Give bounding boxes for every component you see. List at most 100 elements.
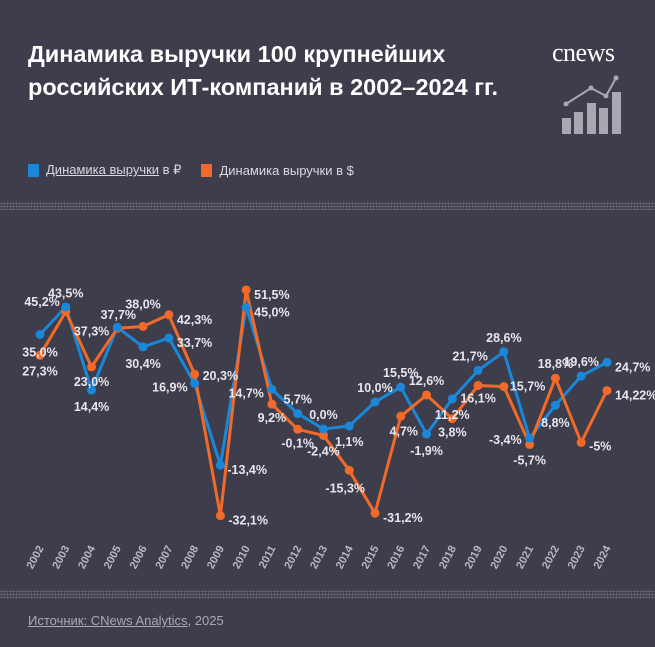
rub-data-label: 11,2% — [435, 408, 470, 422]
rub-data-point — [215, 460, 225, 470]
rub-data-label: 19,6% — [563, 355, 598, 369]
rub-data-point — [525, 433, 535, 443]
legend-swatch-blue — [28, 163, 39, 177]
rub-data-point — [473, 365, 483, 375]
usd-data-label: 12,6% — [409, 374, 444, 388]
x-tick-label: 2005 — [102, 544, 124, 571]
legend-label-usd: Динамика выручки в $ — [219, 162, 354, 178]
rub-data-label: 21,7% — [452, 349, 487, 363]
usd-data-label: 3,8% — [438, 426, 467, 440]
rub-data-point — [61, 302, 71, 312]
rub-data-label: 24,7% — [615, 360, 650, 374]
usd-data-label: 43,5% — [48, 287, 83, 301]
chart-legend: Динамика выручки в ₽ Динамика выручки в … — [28, 162, 354, 178]
usd-data-label: 15,7% — [510, 380, 545, 394]
rub-data-point — [87, 385, 97, 395]
usd-data-point — [190, 369, 200, 379]
rub-data-point — [447, 394, 457, 404]
usd-data-label: 14,22% — [615, 389, 655, 403]
x-tick-label: 2023 — [566, 544, 588, 571]
usd-data-point — [164, 310, 174, 320]
x-tick-label: 2007 — [153, 544, 175, 571]
rub-data-label: -1,9% — [410, 444, 443, 458]
legend-label-rub-link[interactable]: Динамика выручки — [46, 162, 160, 177]
x-tick-label: 2015 — [360, 544, 382, 571]
rub-data-label: 15,5% — [383, 366, 418, 380]
source-year: , 2025 — [187, 613, 224, 628]
usd-data-label: 37,3% — [74, 324, 109, 338]
source-link[interactable]: Источник: CNews Analytics — [28, 613, 188, 628]
usd-data-label: -0,1% — [281, 436, 314, 450]
x-tick-label: 2021 — [514, 544, 536, 571]
rub-data-label: 14,7% — [228, 386, 263, 400]
x-tick-label: 2003 — [50, 544, 72, 571]
usd-data-label: 9,2% — [258, 411, 287, 425]
rub-data-point — [293, 409, 303, 419]
usd-data-label: -5% — [589, 440, 611, 454]
rub-data-label: 33,7% — [177, 336, 212, 350]
rub-data-label: 5,7% — [283, 393, 312, 407]
usd-data-label: -5,7% — [513, 453, 546, 467]
rub-data-point — [499, 347, 509, 357]
divider — [0, 202, 655, 210]
usd-data-point — [576, 438, 586, 447]
rub-data-label: 10,0% — [357, 381, 392, 395]
legend-item-rub[interactable]: Динамика выручки в ₽ — [28, 162, 181, 178]
usd-data-point — [87, 362, 97, 372]
usd-data-label: 20,3% — [203, 369, 238, 383]
usd-data-point — [499, 382, 509, 392]
usd-data-point — [138, 321, 148, 331]
rub-data-point — [550, 400, 560, 410]
usd-data-label: 23,0% — [74, 375, 109, 389]
x-tick-label: 2012 — [282, 544, 304, 571]
page-title: Динамика выручки 100 крупнейших российск… — [28, 41, 499, 100]
x-tick-label: 2022 — [540, 544, 562, 571]
x-tick-label: 2013 — [308, 544, 330, 571]
rub-data-label: 14,4% — [74, 400, 109, 414]
legend-item-usd[interactable]: Динамика выручки в $ — [201, 162, 354, 178]
usd-data-point — [550, 373, 560, 383]
rub-data-label: 28,6% — [486, 331, 521, 345]
rub-data-label: 30,4% — [125, 357, 160, 371]
x-tick-label: 2002 — [25, 544, 47, 571]
usd-data-point — [525, 439, 535, 449]
rub-data-point — [138, 342, 148, 352]
usd-series-line — [38, 288, 609, 518]
rub-data-point — [241, 303, 251, 312]
usd-data-label: -2,4% — [307, 444, 340, 458]
x-tick-label: 2024 — [591, 543, 613, 571]
divider — [0, 590, 655, 598]
rub-data-label: -3,4% — [489, 433, 522, 447]
usd-data-point — [422, 390, 432, 400]
x-tick-label: 2016 — [385, 544, 407, 571]
rub-data-label: -13,4% — [227, 463, 267, 477]
usd-data-label: 27,3% — [22, 364, 57, 378]
legend-swatch-orange — [201, 163, 213, 177]
rub-data-label: 45,2% — [24, 295, 59, 309]
chart-logo-icon — [562, 75, 621, 134]
rub-data-label: 37,7% — [101, 308, 136, 322]
rub-data-label: 0,0% — [309, 408, 338, 422]
rub-data-point — [164, 333, 174, 343]
usd-data-point — [318, 430, 328, 440]
x-tick-label: 2004 — [76, 543, 98, 571]
rub-data-point — [190, 378, 200, 388]
rub-data-point — [112, 322, 122, 332]
x-tick-label: 2017 — [411, 544, 433, 571]
x-tick-label: 2020 — [488, 544, 510, 571]
x-tick-label: 2008 — [179, 544, 201, 571]
usd-data-label: 16,1% — [460, 392, 495, 406]
rub-data-label: 35,0% — [22, 346, 57, 360]
rub-data-label: 8,8% — [541, 416, 570, 430]
usd-data-label: 18,8% — [538, 357, 573, 371]
rub-data-label: 45,0% — [254, 306, 289, 320]
x-tick-label: 2014 — [334, 543, 356, 571]
usd-data-point — [267, 399, 277, 409]
rub-data-point — [318, 424, 328, 434]
x-tick-label: 2011 — [257, 544, 279, 571]
x-tick-label: 2019 — [463, 544, 485, 571]
rub-data-point — [344, 421, 354, 431]
x-tick-label: 2006 — [128, 544, 150, 571]
cnews-logo: cnews — [548, 38, 638, 140]
